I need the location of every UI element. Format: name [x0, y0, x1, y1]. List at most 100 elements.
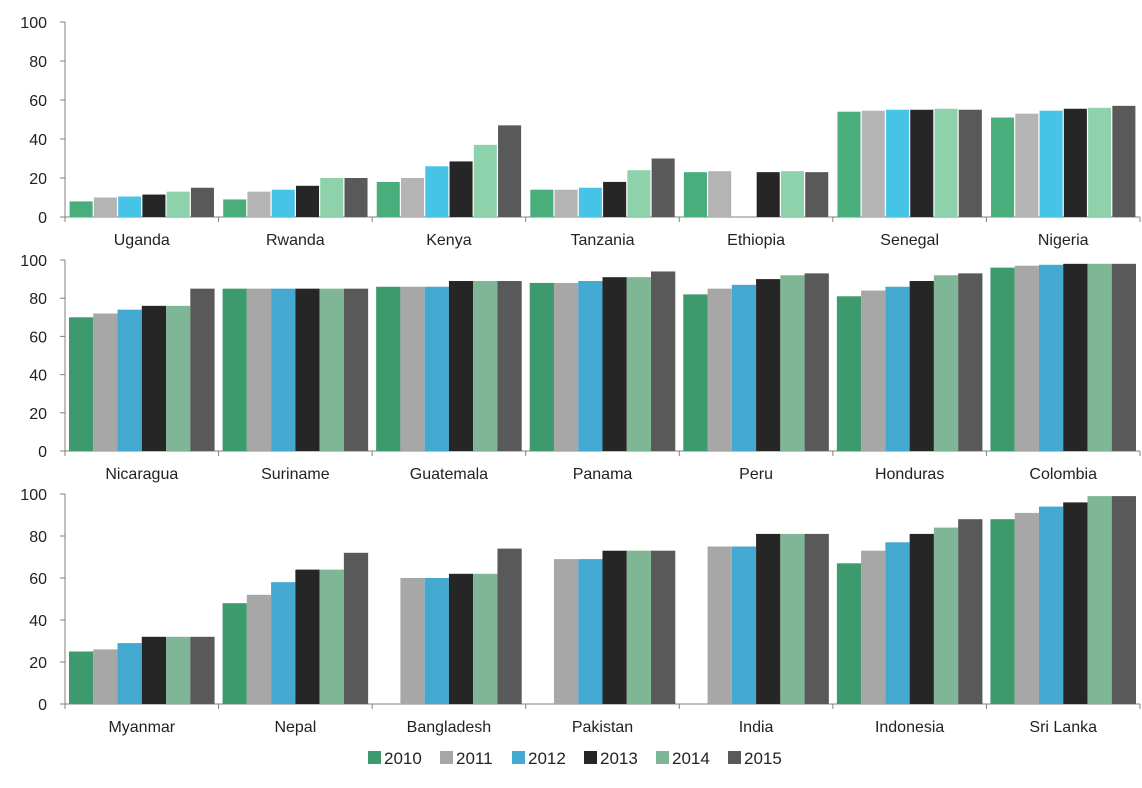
- x-tick-label: Guatemala: [410, 466, 488, 483]
- bar-nicaragua-2011: [93, 313, 118, 451]
- bar-indonesia-2013: [909, 533, 934, 704]
- x-tick-label: Rwanda: [266, 232, 325, 249]
- bar-bangladesh-2014: [473, 573, 498, 704]
- legend-label: 2011: [456, 749, 493, 768]
- chart-panel-2: 0 20 40 60 80 100 Nicaragua Suriname Guatemala Pa…: [20, 253, 1141, 483]
- legend-swatch-2015: [728, 751, 741, 764]
- y-tick-label: 20: [29, 171, 47, 188]
- bar-india-2011: [707, 546, 732, 704]
- x-tick-label: Ethiopia: [727, 232, 785, 249]
- legend: 2010 2011 2012 2013 2014 2015: [368, 749, 782, 768]
- x-tick-label: Peru: [739, 466, 773, 483]
- y-tick-label: 0: [38, 210, 47, 227]
- bar-pakistan-2014: [626, 550, 652, 704]
- y-tick-label: 0: [38, 697, 47, 714]
- x-tick-label: Sri Lanka: [1029, 719, 1097, 736]
- bar-panama-2013: [602, 277, 627, 451]
- bar-nigeria-2012: [1039, 110, 1063, 217]
- x-tick-label: Bangladesh: [407, 719, 492, 736]
- bar-myanmar-2011: [93, 649, 118, 704]
- bar-nepal-2015: [343, 552, 369, 704]
- legend-label: 2010: [384, 749, 422, 768]
- bar-colombia-2014: [1087, 263, 1112, 451]
- chart-panel-1: 0 20 40 60 80 100 Uganda Rwanda Kenya Tanzania Eth…: [20, 15, 1141, 249]
- bar-rwanda-2012: [271, 189, 295, 217]
- bar-sri-lanka-2012: [1038, 506, 1064, 704]
- bar-nicaragua-2010: [69, 317, 94, 451]
- bar-peru-2012: [731, 284, 757, 451]
- bar-nepal-2011: [246, 594, 272, 704]
- bar-myanmar-2010: [69, 651, 94, 704]
- chart-panel-3: 0 20 40 60 80 100 Myanmar Nepal Bangladesh Pakist…: [20, 487, 1141, 736]
- x-tick-label: Panama: [573, 466, 633, 483]
- bar-panama-2010: [529, 282, 554, 451]
- y-tick-label: 100: [20, 15, 47, 32]
- y-tick-label: 0: [38, 444, 47, 461]
- x-tick-label: Tanzania: [570, 232, 634, 249]
- x-tick-label: Indonesia: [875, 719, 944, 736]
- bar-uganda-2011: [93, 197, 117, 217]
- bar-nepal-2010: [222, 603, 247, 704]
- bar-senegal-2013: [910, 109, 934, 217]
- bar-sri-lanka-2010: [990, 519, 1015, 704]
- bar-tanzania-2011: [554, 189, 578, 217]
- legend-swatch-2012: [512, 751, 525, 764]
- x-tick-label: Myanmar: [108, 719, 175, 736]
- x-tick-label: Kenya: [426, 232, 471, 249]
- bar-myanmar-2014: [166, 636, 191, 704]
- bar-panama-2012: [578, 281, 603, 451]
- x-tick-label: Honduras: [875, 466, 944, 483]
- bar-suriname-2015: [343, 288, 369, 451]
- x-tick-label: Colombia: [1029, 466, 1097, 483]
- bar-uganda-2013: [142, 194, 166, 217]
- y-tick-label: 40: [29, 368, 47, 385]
- bar-guatemala-2010: [376, 286, 401, 451]
- y-tick-label: 80: [29, 54, 47, 71]
- bar-senegal-2012: [885, 109, 910, 217]
- x-tick-label: Nicaragua: [105, 466, 178, 483]
- y-tick-label: 40: [29, 613, 47, 630]
- bar-kenya-2010: [376, 181, 400, 217]
- legend-swatch-2011: [440, 751, 453, 764]
- bar-panama-2011: [553, 282, 579, 451]
- y-tick-label: 100: [20, 487, 47, 504]
- bar-senegal-2015: [958, 109, 982, 217]
- bar-pakistan-2011: [553, 559, 579, 704]
- bar-kenya-2015: [498, 125, 522, 217]
- bar-nigeria-2013: [1063, 108, 1087, 217]
- bar-rwanda-2014: [320, 178, 344, 217]
- bar-nigeria-2014: [1088, 107, 1112, 217]
- bar-colombia-2013: [1063, 263, 1088, 451]
- bar-sri-lanka-2013: [1063, 502, 1088, 704]
- bar-rwanda-2010: [223, 199, 247, 217]
- bar-india-2013: [756, 533, 781, 704]
- bar-bangladesh-2013: [448, 573, 474, 704]
- bar-uganda-2014: [166, 191, 190, 217]
- bar-honduras-2010: [836, 296, 862, 451]
- bar-honduras-2012: [885, 286, 910, 451]
- bar-colombia-2010: [990, 267, 1015, 451]
- bar-ethiopia-2014: [780, 171, 804, 217]
- bar-bangladesh-2015: [497, 548, 522, 704]
- bar-peru-2013: [756, 279, 781, 451]
- bar-ethiopia-2013: [756, 172, 780, 217]
- y-tick-label: 60: [29, 93, 47, 110]
- bar-ethiopia-2011: [708, 171, 732, 217]
- bar-rwanda-2013: [295, 185, 320, 217]
- bar-guatemala-2011: [400, 286, 425, 451]
- bar-guatemala-2015: [497, 281, 522, 451]
- bar-uganda-2010: [69, 201, 93, 217]
- bar-honduras-2011: [861, 290, 886, 451]
- bar-india-2014: [780, 533, 805, 704]
- bar-nigeria-2010: [991, 117, 1015, 217]
- bar-indonesia-2015: [958, 519, 983, 704]
- bar-nicaragua-2013: [141, 305, 167, 451]
- x-tick-label: Nepal: [274, 719, 316, 736]
- bar-myanmar-2012: [117, 643, 142, 704]
- bar-colombia-2012: [1038, 264, 1064, 451]
- bar-tanzania-2014: [627, 170, 651, 217]
- bar-uganda-2012: [118, 196, 142, 217]
- bar-panama-2015: [651, 271, 676, 451]
